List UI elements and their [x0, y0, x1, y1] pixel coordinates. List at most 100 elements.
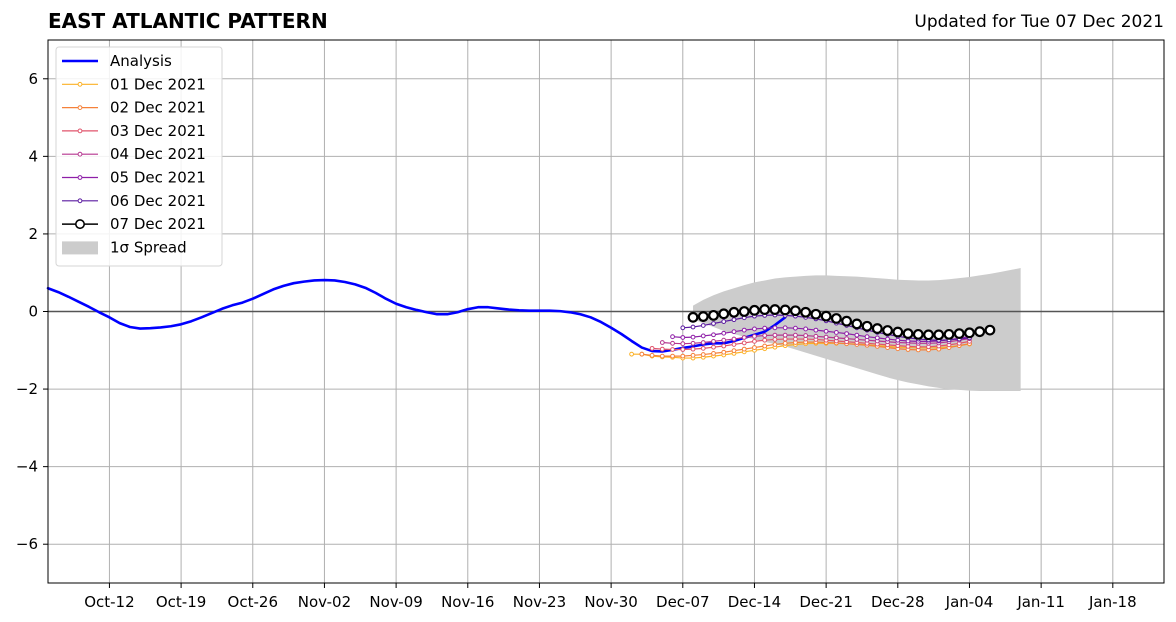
forecast-point [782, 332, 788, 338]
y-tick-label: 4 [28, 147, 38, 165]
x-tick-label: Dec-14 [728, 593, 782, 611]
forecast-point [680, 347, 686, 352]
forecast-point [670, 334, 675, 340]
y-tick-label: −4 [16, 458, 38, 476]
forecast-point [700, 352, 706, 357]
forecast-point [639, 351, 645, 357]
forecast-point [690, 352, 696, 358]
forecast-point [721, 337, 727, 343]
forecast-point [772, 325, 778, 331]
latest-forecast-point [923, 329, 934, 341]
forecast-point [690, 324, 696, 330]
forecast-point [885, 336, 890, 342]
forecast-point [793, 325, 798, 331]
y-tick-label: −2 [16, 380, 38, 398]
latest-forecast-point [892, 326, 904, 338]
x-tick-label: Nov-23 [513, 593, 566, 611]
axes: Oct-12 Oct-19 Oct-26 Nov-02 Nov-09 Nov-16 Nov-… [16, 70, 1137, 611]
forecast-point [803, 326, 809, 332]
forecast-point [762, 333, 768, 338]
forecast-point [844, 331, 850, 337]
latest-forecast-point [820, 310, 832, 322]
forecast-point [711, 321, 716, 326]
latest-forecast-point [800, 306, 812, 318]
forecast-point [659, 340, 665, 345]
legend-label: 02 Dec 2021 [110, 99, 206, 117]
latest-forecast-point [810, 308, 822, 320]
forecast-point [793, 336, 798, 342]
latest-forecast-point [974, 326, 986, 338]
forecast-point [690, 334, 696, 340]
forecast-point [813, 327, 819, 333]
latest-forecast-point [697, 311, 709, 322]
forecast-point [793, 332, 798, 338]
forecast-point [752, 326, 757, 332]
forecast-point [741, 346, 747, 352]
latest-forecast-point [902, 328, 914, 340]
forecast-point [680, 325, 686, 331]
y-tick-label: 2 [28, 225, 38, 243]
forecast-point [833, 335, 839, 341]
latest-forecast-point [769, 304, 781, 315]
x-tick-label: Dec-07 [656, 593, 710, 611]
forecast-point [741, 327, 747, 333]
legend-label: 06 Dec 2021 [110, 192, 206, 210]
forecast-point [782, 340, 788, 346]
forecast-point [700, 345, 706, 351]
latest-forecast-point [687, 311, 699, 323]
legend-marker-forecast [77, 128, 83, 134]
latest-forecast-point [830, 313, 842, 324]
legend-label: 07 Dec 2021 [110, 215, 206, 233]
forecast-point [833, 330, 839, 335]
legend-label: 04 Dec 2021 [110, 145, 206, 163]
forecast-line [630, 342, 971, 359]
forecast-point [659, 346, 665, 352]
forecast-point [690, 346, 696, 352]
forecast-point [659, 353, 665, 359]
x-tick-label: Jan-18 [1088, 593, 1137, 611]
forecast-point [874, 335, 880, 341]
x-tick-label: Jan-11 [1016, 593, 1065, 611]
page-title: EAST ATLANTIC PATTERN [48, 9, 328, 33]
forecast-point [721, 330, 727, 336]
forecast-point [823, 328, 829, 334]
legend-marker-forecast [77, 198, 83, 204]
legend-marker-forecast [77, 105, 83, 110]
forecast-point [895, 337, 901, 343]
x-tick-label: Nov-09 [369, 593, 422, 611]
latest-forecast-point [861, 320, 873, 332]
analysis-line [46, 278, 787, 353]
x-tick-label: Oct-26 [228, 593, 278, 611]
forecast-point [741, 335, 747, 340]
latest-forecast-point [984, 324, 996, 336]
forecast-point [731, 336, 737, 342]
x-tick-label: Nov-30 [584, 593, 637, 611]
x-tick-label: Nov-16 [441, 593, 494, 611]
forecast-point [844, 336, 850, 342]
forecast-point [649, 352, 655, 358]
forecast-point [854, 332, 860, 338]
latest-forecast-point [759, 304, 771, 315]
forecast-point [721, 349, 727, 355]
forecast-point [864, 334, 870, 340]
series [46, 278, 996, 361]
x-tick-label: Oct-12 [84, 593, 134, 611]
forecast-point [752, 345, 757, 350]
forecast-point [711, 350, 716, 356]
forecast-point [711, 332, 716, 338]
forecast-point [721, 343, 727, 349]
forecast-point [711, 344, 716, 350]
latest-forecast-point [708, 309, 719, 321]
legend-label: 05 Dec 2021 [110, 169, 206, 187]
x-tick-label: Jan-04 [945, 593, 994, 611]
forecast-point [772, 342, 778, 347]
latest-forecast-point [841, 315, 853, 327]
forecast-point [700, 333, 706, 339]
latest-forecast-point [912, 328, 924, 340]
forecast-point [772, 337, 778, 342]
forecast-point [731, 317, 737, 323]
y-tick-label: −6 [16, 535, 38, 553]
updated-date-label: Updated for Tue 07 Dec 2021 [914, 12, 1164, 32]
forecast-point [680, 353, 686, 359]
